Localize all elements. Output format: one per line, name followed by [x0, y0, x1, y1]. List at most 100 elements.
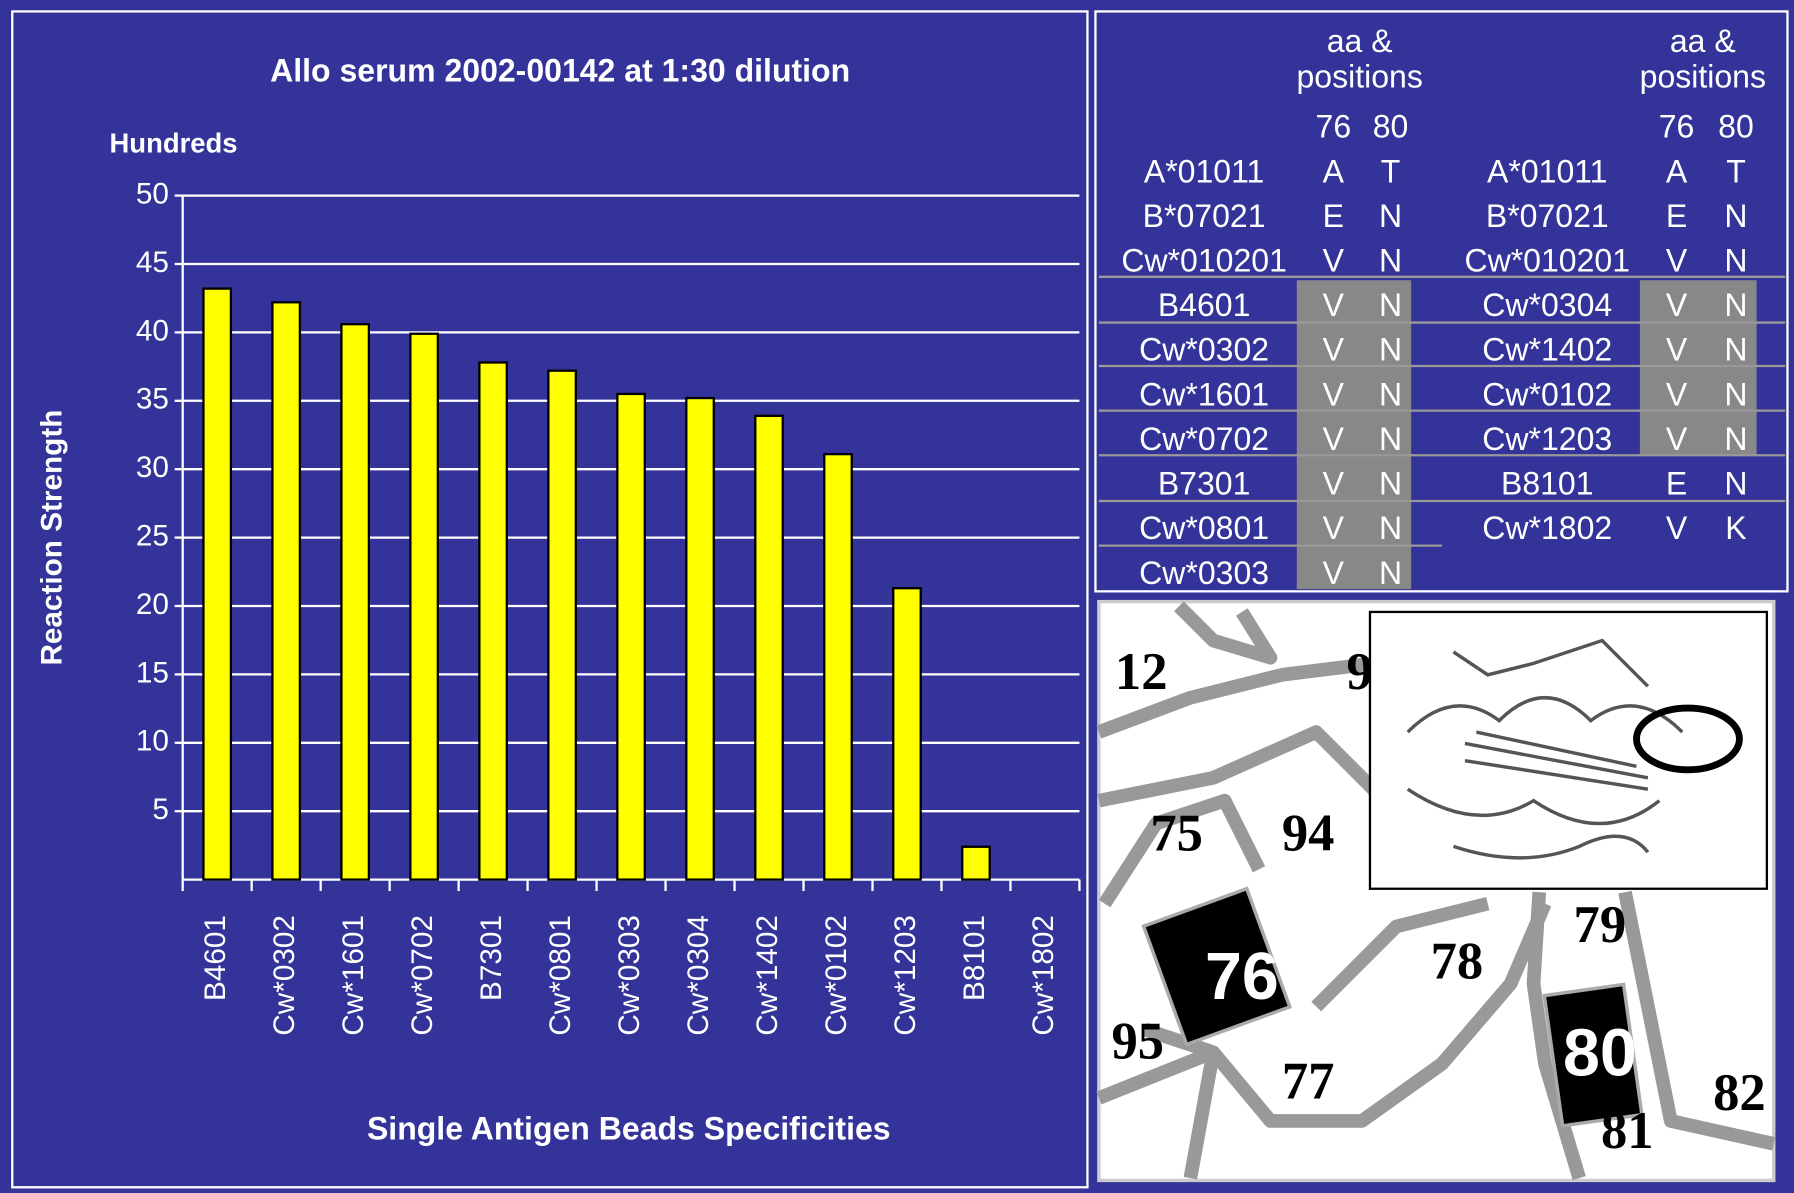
allele: B4601: [1158, 287, 1251, 323]
residue-label: 82: [1713, 1064, 1766, 1122]
residue-label: 94: [1282, 804, 1335, 862]
bar: [547, 369, 577, 881]
amino-acid: N: [1379, 287, 1402, 323]
residue-label: 81: [1601, 1102, 1654, 1160]
y-tick-label: 5: [152, 793, 169, 826]
amino-acid: K: [1725, 510, 1746, 546]
x-tick-label: B8101: [958, 915, 991, 1001]
amino-acid: V: [1666, 376, 1688, 412]
column-header: positions: [1296, 58, 1422, 94]
residue-label: 79: [1574, 896, 1627, 954]
bar: [823, 453, 853, 881]
allele: Cw*1802: [1482, 510, 1612, 546]
highlighted-residue: 80: [1563, 1017, 1637, 1091]
allele: Cw*0702: [1139, 421, 1269, 457]
x-tick-label: Cw*1402: [751, 915, 784, 1036]
amino-acid: N: [1724, 376, 1747, 412]
amino-acid: N: [1379, 510, 1402, 546]
amino-acid: A: [1323, 153, 1345, 189]
amino-acid: N: [1379, 243, 1402, 279]
x-tick-label: Cw*0102: [820, 915, 853, 1036]
residue-box: [1141, 886, 1293, 1047]
position-header: 76: [1659, 109, 1695, 145]
amino-acid: V: [1666, 421, 1688, 457]
x-tick-label: Cw*0304: [682, 915, 715, 1036]
strand: [1096, 656, 1375, 739]
bar: [271, 301, 302, 881]
y-tick-label: 20: [136, 588, 169, 621]
bar: [685, 396, 715, 881]
table-frame: [1094, 10, 1789, 593]
amino-acid: N: [1379, 332, 1402, 368]
amino-acid: T: [1381, 153, 1401, 189]
allele: Cw*0304: [1482, 287, 1612, 323]
bar: [478, 361, 508, 881]
highlight-ring: [1633, 704, 1743, 774]
strand: [1183, 1051, 1221, 1180]
amino-acid: V: [1666, 332, 1688, 368]
bar: [616, 392, 646, 881]
amino-acid: E: [1666, 466, 1687, 502]
allele: A*01011: [1487, 153, 1607, 189]
residue-label: 77: [1282, 1053, 1335, 1111]
y-tick-label: 40: [136, 314, 169, 347]
loop: [1452, 638, 1650, 688]
x-tick-label: Cw*0303: [613, 915, 646, 1036]
residue-box: [1542, 982, 1644, 1128]
strand: [1096, 1045, 1216, 1105]
amino-acid: N: [1379, 421, 1402, 457]
bar: [202, 287, 233, 881]
x-tick-label: B4601: [199, 915, 232, 1001]
column-header: positions: [1640, 58, 1766, 94]
position-header: 80: [1373, 109, 1409, 145]
amino-acid: N: [1724, 421, 1747, 457]
loop: [1452, 834, 1650, 860]
x-tick-label: B7301: [475, 915, 508, 1001]
amino-acid: A: [1666, 153, 1688, 189]
structure-image: [1096, 599, 1776, 1183]
inset-ribbon: [1406, 638, 1684, 860]
allele: Cw*0302: [1139, 332, 1269, 368]
amino-acid: N: [1379, 555, 1402, 591]
strand: [1311, 896, 1490, 1012]
y-tick-label: 15: [136, 656, 169, 689]
amino-acid: N: [1379, 376, 1402, 412]
allele: Cw*1601: [1139, 376, 1269, 412]
amino-acid: V: [1666, 510, 1688, 546]
allele: Cw*0801: [1139, 510, 1269, 546]
amino-acid: V: [1666, 287, 1688, 323]
x-tick-label: Cw*1203: [889, 915, 922, 1036]
amino-acid: V: [1323, 287, 1345, 323]
amino-acid: V: [1323, 243, 1345, 279]
y-tick-label: 25: [136, 519, 169, 552]
amino-acid: N: [1724, 332, 1747, 368]
strand: [1174, 601, 1278, 665]
residue-label: 75: [1150, 804, 1203, 862]
sheet: [1464, 730, 1649, 791]
highlight: [1639, 280, 1757, 456]
amino-acid: N: [1379, 198, 1402, 234]
bar: [754, 414, 784, 881]
y-unit-note: Hundreds: [110, 128, 238, 159]
amino-acid: V: [1323, 466, 1345, 502]
amino-acid: N: [1724, 198, 1747, 234]
amino-acid: E: [1323, 198, 1344, 234]
strand: [1618, 890, 1776, 1151]
residue-label: 9: [1347, 643, 1373, 701]
allele: B8101: [1501, 466, 1594, 502]
chart-title: Allo serum 2002-00142 at 1:30 dilution: [270, 53, 850, 89]
y-tick-label: 50: [136, 177, 169, 210]
allele: Cw*1203: [1482, 421, 1612, 457]
x-tick-label: Cw*1802: [1027, 915, 1060, 1036]
amino-acid: N: [1379, 466, 1402, 502]
amino-acid: V: [1323, 376, 1345, 412]
y-tick-label: 45: [136, 246, 169, 279]
residue-label: 78: [1431, 933, 1484, 991]
y-tick-label: 35: [136, 383, 169, 416]
residue-label: 95: [1111, 1013, 1164, 1071]
helix: [1406, 696, 1684, 734]
allele: Cw*1402: [1482, 332, 1612, 368]
amino-acid: E: [1666, 198, 1687, 234]
amino-acid: V: [1323, 555, 1345, 591]
x-tick-label: Cw*0801: [544, 915, 577, 1036]
